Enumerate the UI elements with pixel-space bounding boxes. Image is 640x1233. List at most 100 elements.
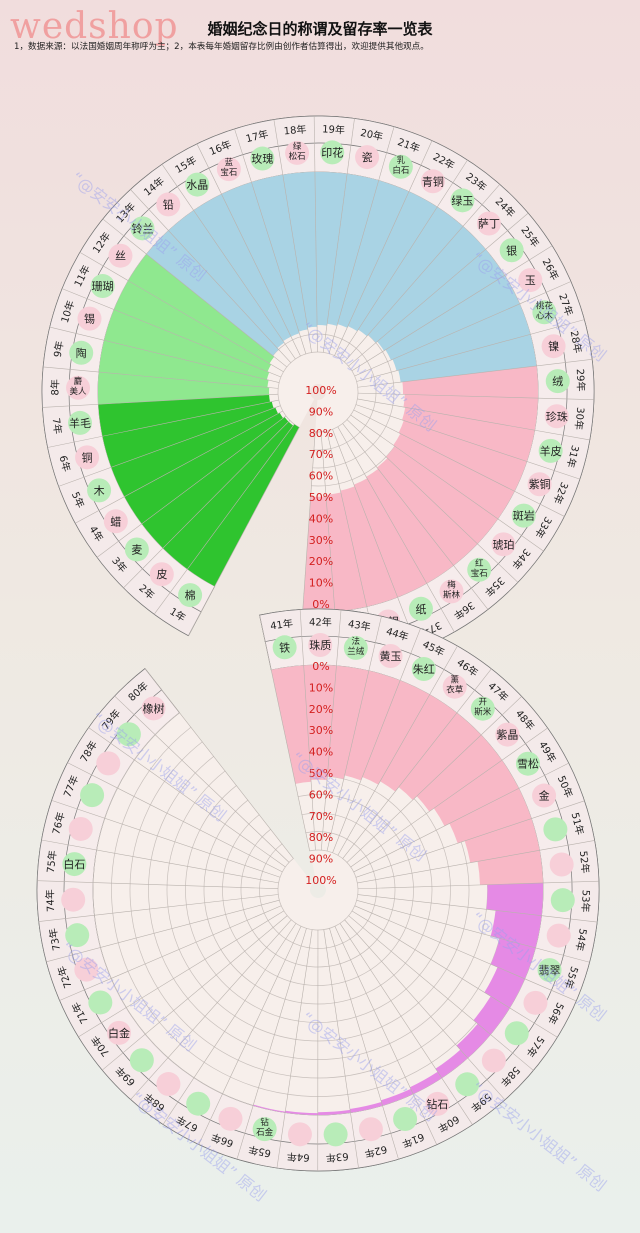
material-dot (75, 445, 100, 470)
percent-tick: 80% (309, 427, 333, 440)
percent-tick: 30% (309, 534, 333, 547)
percent-tick: 80% (309, 831, 333, 844)
year-label: 53年 (579, 889, 593, 912)
retention-bar-7 (398, 712, 482, 800)
material-label: 蓝宝石 (220, 157, 237, 178)
material-label: 羊皮 (540, 444, 562, 458)
material-label: 金 (539, 789, 550, 803)
material-label: 乳白石 (392, 155, 409, 176)
retention-bar-6 (380, 694, 457, 792)
material-dot (156, 1072, 181, 1097)
material-dot (90, 274, 115, 299)
percent-tick: 20% (309, 703, 333, 716)
material-dot (515, 751, 540, 776)
retention-bar-6 (102, 401, 274, 468)
material-label: 玫瑰 (251, 152, 273, 166)
year-label: 7年 (50, 417, 65, 435)
percent-tick: 100% (305, 874, 336, 887)
retention-bar-29 (402, 365, 538, 399)
material-dot (411, 657, 436, 682)
material-label: 麝美人 (70, 376, 88, 397)
material-label: 橡树 (143, 701, 165, 715)
material-dot (523, 990, 548, 1015)
retention-bar-12 (477, 850, 543, 885)
retention-bar-36 (366, 468, 454, 584)
material-dot (103, 509, 128, 534)
retention-bar-17 (473, 996, 510, 1035)
material-dot (504, 1021, 529, 1046)
retention-bar-20 (409, 1071, 442, 1094)
percent-axis-bottom: 0% 10% 20% 30% 40% 50% 60% 70% 80% 90% 100% (305, 660, 336, 887)
year-label: 8年 (48, 379, 61, 396)
retention-bar-2 (162, 421, 294, 570)
retention-bar-8 (416, 734, 502, 812)
material-label: 薰衣草 (446, 675, 464, 696)
material-label: 绿玉 (451, 193, 473, 207)
material-label: 麦 (131, 543, 142, 556)
material-dot (62, 852, 87, 877)
material-dot (481, 1048, 506, 1073)
percent-axis-top: 100% 90% 80% 70% 60% 50% 40% 30% 20% 10% 0% (305, 384, 336, 611)
material-dot (476, 211, 501, 236)
material-dot (544, 404, 569, 429)
retention-bar-23 (358, 207, 463, 337)
material-dot (185, 172, 210, 197)
material-dot (308, 633, 333, 658)
material-dot (378, 643, 403, 668)
material-dot (156, 192, 181, 217)
material-dot (545, 369, 570, 394)
material-dot (320, 140, 345, 165)
year-label: 18年 (283, 123, 307, 138)
material-dot (358, 1117, 383, 1142)
material-label: 桃花心木 (536, 300, 554, 321)
percent-tick: 60% (309, 788, 333, 801)
retention-bar-2 (303, 665, 337, 781)
retention-bar-19 (435, 1049, 468, 1078)
retention-bar-30 (403, 394, 538, 431)
retention-bar-19 (314, 172, 348, 326)
retention-bar-10 (104, 309, 270, 380)
material-dot (87, 478, 112, 503)
material-dot (470, 696, 495, 721)
watermark-text: “@安安小小姐姐” 原创 (468, 1078, 610, 1195)
brand-watermark: wedshop (10, 6, 179, 47)
material-label: 水晶 (186, 179, 208, 192)
material-label: 雪松 (517, 757, 539, 771)
material-label: 陶 (76, 346, 87, 360)
material-label: 棉 (185, 588, 196, 602)
retention-bar-1 (187, 424, 300, 587)
retention-bar-34 (386, 446, 498, 544)
material-dot (323, 1122, 348, 1147)
material-dot (124, 537, 149, 562)
material-dot (420, 169, 445, 194)
retention-bar-10 (449, 788, 532, 844)
year-label: 54年 (573, 927, 590, 952)
retention-bar-16 (221, 182, 300, 337)
material-label: 黄玉 (380, 649, 402, 663)
retention-bar-24 (285, 1110, 318, 1115)
retention-bar-15 (193, 194, 291, 342)
material-label: 开斯米 (474, 698, 492, 718)
material-label: 翡翠 (539, 964, 561, 977)
material-dot (388, 154, 413, 179)
year-label: 73年 (46, 927, 63, 952)
retention-bar-22 (349, 1102, 383, 1113)
material-label: 木 (94, 484, 105, 497)
material-dot (549, 852, 574, 877)
percent-tick: 10% (309, 577, 333, 590)
material-dot (69, 340, 94, 365)
material-dot (532, 300, 557, 325)
material-dot (218, 1106, 243, 1131)
material-dot (77, 306, 102, 331)
material-label: 纸 (415, 603, 426, 616)
year-label: 29年 (574, 368, 588, 391)
material-dot (287, 1122, 312, 1147)
year-label: 43年 (347, 617, 371, 633)
material-dot (66, 375, 91, 400)
retention-bar-3 (141, 417, 289, 549)
retention-bar-11 (114, 280, 272, 372)
material-label: 珠质 (309, 638, 331, 652)
retention-bar-27 (392, 303, 531, 371)
material-dot (355, 145, 380, 170)
percent-tick: 90% (309, 853, 333, 866)
